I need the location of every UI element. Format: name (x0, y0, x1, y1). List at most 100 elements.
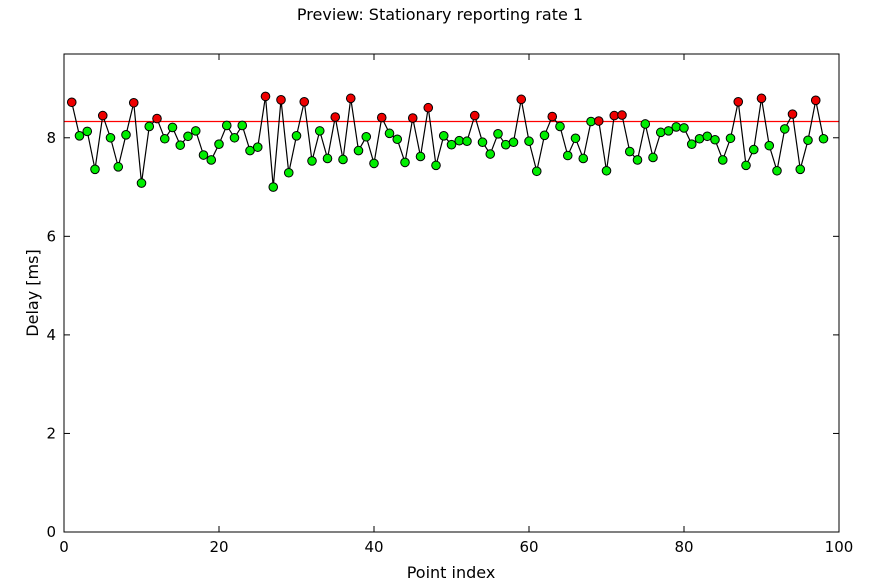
data-point-above-threshold (617, 110, 627, 120)
data-point (562, 150, 573, 161)
data-point (74, 131, 85, 141)
data-point (493, 129, 503, 139)
data-point (121, 130, 131, 140)
data-point (764, 140, 775, 151)
data-point (144, 121, 155, 132)
y-tick-label: 4 (46, 326, 56, 344)
y-tick-label: 2 (46, 424, 56, 442)
data-point-above-threshold (66, 97, 77, 108)
data-point (175, 140, 186, 150)
data-point (190, 126, 201, 136)
plot-area (64, 54, 839, 532)
data-point-above-threshold (810, 95, 821, 106)
data-point (570, 133, 581, 144)
data-point (648, 152, 658, 163)
data-point (322, 153, 333, 164)
x-tick-label: 80 (674, 538, 693, 556)
y-axis-label: Delay [ms] (23, 249, 42, 336)
data-point (307, 156, 317, 166)
data-point (686, 139, 697, 149)
x-tick-label: 60 (519, 538, 538, 556)
data-point (531, 166, 542, 177)
data-point (384, 128, 395, 139)
data-point (400, 157, 410, 168)
data-point-above-threshold (345, 93, 356, 104)
x-axis-ticks: 0 20 40 60 80 100 (59, 54, 853, 556)
data-point (221, 120, 232, 131)
data-point (314, 126, 325, 136)
data-point-above-threshold (276, 95, 286, 105)
chart-title: Preview: Stationary reporting rate 1 (297, 5, 583, 24)
data-point (90, 164, 100, 175)
data-point-above-threshold (547, 111, 558, 122)
data-point (338, 154, 348, 165)
y-tick-label: 8 (46, 129, 56, 147)
data-point (229, 132, 240, 143)
data-point (702, 131, 713, 142)
data-point-above-threshold (423, 102, 434, 113)
data-point (741, 160, 751, 171)
data-point-above-threshold (152, 113, 162, 124)
data-point (601, 165, 612, 176)
data-point (725, 133, 736, 144)
plot-background (64, 54, 839, 532)
data-point (818, 133, 829, 144)
data-point (353, 145, 364, 156)
data-point-above-threshold (407, 113, 418, 123)
data-point-above-threshold (128, 97, 139, 108)
data-point (624, 146, 635, 157)
data-point (485, 149, 496, 159)
data-point (640, 119, 651, 129)
data-point (539, 130, 550, 141)
data-point (748, 144, 759, 155)
data-point (795, 164, 806, 175)
data-point-above-threshold (376, 112, 387, 123)
data-point-above-threshold (593, 116, 604, 126)
data-point (136, 178, 147, 188)
data-point (214, 139, 224, 149)
data-point (183, 131, 193, 142)
data-point (655, 127, 666, 138)
data-point (671, 122, 682, 132)
data-point (462, 136, 472, 147)
data-point (105, 132, 116, 143)
x-axis-label: Point index (407, 563, 496, 582)
data-point (578, 153, 589, 164)
data-point (113, 162, 124, 172)
data-point (159, 133, 170, 144)
data-point (245, 145, 255, 156)
data-point (803, 135, 813, 146)
data-point-above-threshold (787, 109, 798, 119)
data-point (779, 124, 790, 134)
data-point-above-threshold (756, 93, 767, 104)
data-point (446, 139, 457, 150)
data-point (252, 142, 263, 152)
data-point (710, 134, 720, 145)
y-tick-label: 6 (46, 227, 56, 245)
data-point-above-threshold (330, 112, 341, 122)
data-point-above-threshold (516, 94, 527, 105)
x-tick-label: 40 (364, 538, 383, 556)
data-point (477, 137, 488, 148)
x-tick-label: 0 (59, 538, 69, 556)
data-point (717, 155, 728, 165)
x-tick-label: 100 (825, 538, 854, 556)
data-point (82, 126, 93, 137)
data-points (66, 91, 829, 192)
data-point (663, 126, 674, 136)
data-point-above-threshold (97, 110, 108, 121)
plot-frame (63, 53, 840, 533)
data-point (369, 158, 379, 169)
data-point-above-threshold (469, 110, 480, 121)
data-point (268, 182, 279, 192)
data-point (632, 155, 643, 165)
data-point (508, 137, 519, 148)
data-point (392, 134, 403, 145)
y-tick-label: 0 (46, 523, 56, 541)
data-point (415, 151, 426, 162)
y-axis-ticks: 0 2 4 6 8 (46, 129, 839, 541)
data-point (438, 131, 449, 141)
data-point (431, 160, 441, 171)
data-point (237, 120, 248, 131)
